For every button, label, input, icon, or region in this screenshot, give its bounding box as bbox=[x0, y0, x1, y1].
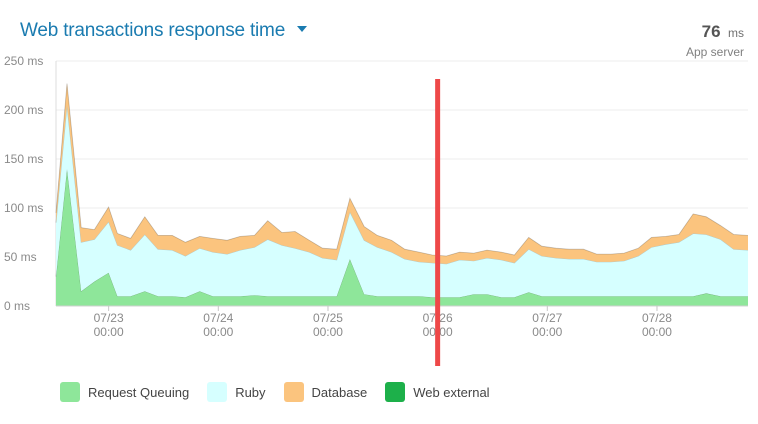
legend-label: Ruby bbox=[235, 384, 266, 400]
summary-unit: ms bbox=[728, 26, 744, 40]
legend-label: Web external bbox=[413, 384, 490, 400]
x-tick-date: 07/27 bbox=[532, 311, 562, 325]
y-tick-label: 100 ms bbox=[4, 201, 43, 215]
series-area-ruby bbox=[56, 105, 748, 298]
legend-item[interactable]: Ruby bbox=[207, 382, 266, 402]
y-tick-label: 150 ms bbox=[4, 152, 43, 166]
x-tick-time: 00:00 bbox=[203, 325, 233, 339]
x-tick-time: 00:00 bbox=[642, 325, 672, 339]
summary-metric: 76 ms App server bbox=[686, 22, 744, 59]
chart-legend: Request Queuing Ruby Database Web external bbox=[60, 382, 508, 402]
x-tick-time: 00:00 bbox=[532, 325, 562, 339]
summary-label: App server bbox=[685, 45, 744, 59]
legend-item[interactable]: Database bbox=[283, 382, 368, 402]
x-tick-date: 07/28 bbox=[642, 311, 672, 325]
y-tick-label: 50 ms bbox=[4, 250, 37, 264]
x-tick-date: 07/23 bbox=[94, 311, 124, 325]
y-tick-label: 250 ms bbox=[4, 54, 43, 68]
series-edge-database bbox=[55, 83, 749, 257]
caret-down-icon bbox=[297, 26, 308, 32]
x-tick-time: 00:00 bbox=[94, 325, 124, 339]
legend-label: Database bbox=[311, 384, 368, 400]
legend-swatch bbox=[385, 382, 406, 402]
series-area-web-external bbox=[56, 83, 748, 256]
summary-value: 76 bbox=[701, 22, 721, 41]
legend-swatch bbox=[60, 382, 80, 402]
legend-item[interactable]: Web external bbox=[385, 382, 490, 402]
legend-item[interactable]: Request Queuing bbox=[60, 382, 189, 402]
series-area-database bbox=[56, 83, 748, 264]
chart-title-dropdown[interactable]: Web transactions response time bbox=[20, 20, 308, 42]
y-tick-label: 200 ms bbox=[4, 103, 43, 117]
x-tick-date: 07/25 bbox=[313, 311, 343, 325]
legend-label: Request Queuing bbox=[88, 384, 190, 400]
x-tick-time: 00:00 bbox=[313, 325, 343, 339]
legend-swatch bbox=[283, 382, 304, 402]
x-tick-date: 07/24 bbox=[203, 311, 233, 325]
chart-title: Web transactions response time bbox=[20, 20, 286, 41]
legend-swatch bbox=[207, 382, 228, 402]
y-tick-label: 0 ms bbox=[4, 299, 30, 313]
